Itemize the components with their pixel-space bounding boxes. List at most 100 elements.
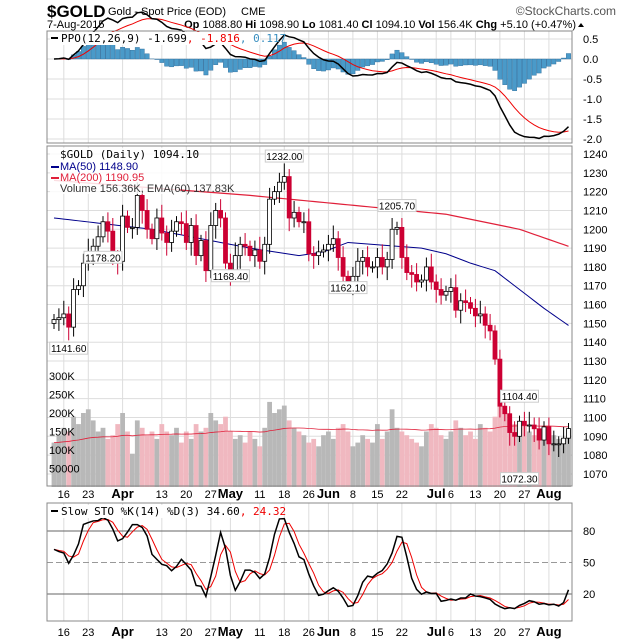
hi-value: 1098.90 [259, 19, 299, 31]
price-tick-label: 1220 [583, 187, 607, 199]
ppo-histogram-bar [144, 53, 150, 60]
price-tick-label: 1190 [583, 243, 607, 255]
ppo-histogram-bar [306, 58, 312, 65]
ppo-histogram-bar [556, 58, 562, 62]
volume-bar [492, 416, 498, 487]
candle-body [365, 257, 371, 268]
candle-body [340, 257, 346, 277]
volume-bar [247, 431, 253, 487]
date-tick-label: 27 [518, 489, 530, 501]
volume-bar [296, 431, 302, 487]
volume-bar [531, 435, 537, 487]
volume-bar [375, 424, 380, 487]
price-annotation-box [500, 389, 539, 403]
ohlc-summary: Op 1088.80 Hi 1098.90 Lo 1081.40 Cl 1094… [184, 19, 576, 31]
volume-bar [164, 431, 170, 487]
price-tick-label: 1070 [583, 469, 607, 481]
date-tick-label: Aug [536, 486, 561, 501]
ppo-histogram-bar [428, 58, 434, 64]
ppo-histogram-bar [433, 58, 439, 65]
volume-bar [262, 427, 268, 487]
candle-body [198, 240, 204, 257]
volume-bar [291, 427, 297, 487]
price-tick-label: 1090 [583, 431, 607, 443]
volume-bar [360, 435, 366, 487]
price-annotation-box [210, 269, 250, 283]
date-tick-label: 15 [371, 489, 383, 501]
volume-bar [394, 427, 400, 487]
ma200-legend: MA(200) 1190.95 [60, 172, 144, 184]
volume-bar [482, 427, 488, 487]
ppo-histogram-bar [399, 52, 405, 60]
candle-body [203, 240, 209, 272]
chg-label: Chg [476, 19, 497, 31]
volume-bar [409, 438, 415, 487]
candle-body [561, 437, 566, 445]
ppo-histogram-bar [492, 58, 498, 71]
ppo-histogram-bar [448, 58, 454, 65]
ppo-histogram-bar [139, 48, 145, 60]
date-tick-label: Jun [317, 486, 340, 501]
ppo-panel [53, 11, 571, 140]
ppo-histogram-bar [154, 58, 160, 60]
price-tick-label: 1230 [583, 168, 607, 180]
candle-body [237, 243, 243, 257]
price-tick-label: 1160 [583, 300, 607, 312]
candle-body [120, 215, 125, 262]
candle-body [51, 319, 57, 324]
date-tick-label: 6 [448, 489, 454, 501]
candle-body [164, 232, 170, 243]
volume-tick-label: 300K [49, 371, 75, 383]
date-tick-label: May [218, 486, 244, 501]
candle-body [492, 330, 498, 360]
ppo-histogram-bar [507, 58, 513, 90]
candle-body [61, 313, 67, 319]
candle-body [330, 238, 336, 245]
up-arrow-icon [578, 23, 584, 27]
volume-bar [389, 409, 395, 487]
op-value: 1088.80 [202, 19, 242, 31]
candle-body [497, 358, 503, 407]
volume-bar [66, 431, 72, 487]
ppo-histogram-bar [125, 48, 130, 60]
candle-body [281, 176, 287, 183]
volume-bar [350, 446, 356, 487]
volume-bar [438, 435, 444, 487]
ppo-histogram-bar [110, 43, 116, 60]
date-tick-label: Jul [427, 486, 446, 501]
candle-body [276, 181, 282, 193]
candle-body [477, 313, 483, 317]
ppo-signal-value: , -1.816 [187, 32, 240, 45]
candle-body [370, 266, 375, 269]
price-annotation: 1141.60 [51, 344, 87, 355]
volume-bar [281, 405, 287, 487]
ppo-histogram-bar [482, 58, 488, 66]
candle-body [129, 226, 135, 229]
volume-bar [76, 424, 81, 487]
candle-body [448, 287, 454, 292]
candle-body [159, 217, 165, 234]
candle-body [404, 257, 410, 273]
ppo-histogram-bar [453, 58, 459, 67]
volume-bar [316, 446, 321, 487]
ppo-histogram-bar [502, 58, 508, 85]
volume-bar [51, 442, 57, 487]
candle-body [193, 225, 199, 257]
candle-body [355, 260, 361, 277]
volume-bar [556, 438, 562, 487]
ppo-histogram-bar [115, 49, 121, 60]
volume-bar [95, 431, 101, 487]
volume-bar [443, 438, 449, 487]
ppo-histogram-bar [232, 58, 238, 73]
volume-bar [61, 427, 67, 487]
date-tick-label: 23 [82, 627, 94, 639]
volume-bar [267, 401, 272, 487]
candle-body [178, 221, 184, 225]
candle-body [139, 195, 145, 211]
price-tick-label: 1130 [583, 356, 607, 368]
candle-body [144, 210, 150, 230]
price-tick-label: 1140 [583, 337, 607, 349]
sto-tick-label: 20 [583, 589, 595, 601]
ppo-histogram-bar [370, 58, 375, 65]
volume-bar [370, 442, 375, 487]
